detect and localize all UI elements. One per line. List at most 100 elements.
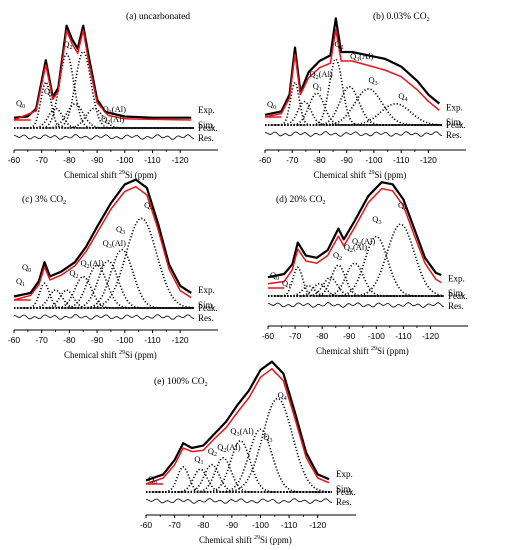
peak-q0 [268, 266, 444, 297]
peak-label-q4: Q4 [398, 200, 407, 212]
legend-exp: Exp. [446, 102, 463, 112]
x-tick-label: -80 [316, 331, 329, 341]
sim-spectrum [13, 185, 192, 301]
x-axis-label: Chemical shift 29Si (ppm) [64, 350, 157, 360]
x-tick-label: -90 [343, 331, 356, 341]
x-tick-label: -110 [281, 520, 298, 530]
exp-spectrum [13, 24, 192, 119]
peak-label-q2: Q2 [63, 39, 72, 51]
residual-line [267, 302, 445, 308]
x-axis-label: Chemical shift 29Si (ppm) [316, 346, 409, 356]
peak-label-q0: Q0 [267, 99, 276, 111]
x-tick-label: -70 [36, 155, 49, 165]
x-tick-label: -90 [226, 520, 239, 530]
panel-title: (a) uncarbonated [126, 11, 190, 22]
peak-label-q2al: Q2(Al) [309, 69, 332, 81]
exp-spectrum [264, 17, 441, 116]
legend-res: Res. [198, 133, 214, 143]
peak-label-q3: Q3 [368, 75, 377, 87]
peak-label-q2al: Q2(Al) [217, 442, 240, 454]
peak-label-q2: Q2 [333, 250, 342, 262]
x-tick-label: -120 [422, 331, 439, 341]
peak-q2 [14, 50, 194, 129]
peak-label-q3al: Q3(Al) [350, 51, 373, 63]
x-axis-label: Chemical shift 29Si (ppm) [199, 535, 292, 545]
x-tick-label: -60 [8, 155, 21, 165]
x-tick-label: -100 [252, 520, 269, 530]
peak-label-q2al: Q2(Al) [101, 114, 124, 126]
panel-title: (d) 20% CO2 [276, 194, 325, 206]
x-tick-label: -70 [289, 331, 302, 341]
peak-q2 [14, 275, 194, 309]
peak-label-q1: Q1 [313, 81, 322, 93]
nmr-panel-a: (a) uncarbonated Exp. Sim.Peak.Res. -60 -70 -… [8, 11, 218, 180]
x-tick-label: -120 [309, 520, 326, 530]
legend-peak: Peak. [446, 120, 466, 130]
legend-exp: Exp. [198, 285, 215, 295]
residual-line [264, 131, 443, 137]
peak-label-q2: Q2 [335, 39, 344, 51]
x-tick-label: -120 [172, 155, 189, 165]
exp-spectrum [267, 181, 442, 279]
legend-res: Res. [198, 313, 214, 323]
x-tick-label: -70 [36, 335, 49, 345]
peak-label-q2: Q2 [69, 268, 78, 280]
x-tick-label: -80 [313, 155, 326, 165]
legend-peak: Peak. [448, 291, 468, 301]
peak-q1 [268, 282, 444, 297]
x-tick-label: -100 [368, 331, 385, 341]
peak-label-q2al: Q2(Al) [80, 258, 103, 270]
peak-q2al [14, 264, 194, 309]
peak-label-q1: Q1 [16, 276, 25, 288]
peak-label-q3: Q3 [116, 224, 125, 236]
panel-title: (b) 0.03% CO2 [373, 11, 430, 23]
peak-q3al [14, 260, 194, 309]
x-tick-label: -100 [116, 155, 133, 165]
peak-q4 [265, 102, 442, 126]
peak-label-q4: Q4 [278, 390, 287, 402]
peak-label-q2: Q2 [208, 446, 217, 458]
x-tick-label: -60 [140, 520, 153, 530]
nmr-panel-d: (d) 20% CO2 Exp. Sim.Peak.Res. -60 -70 -80 -90… [262, 181, 468, 356]
peak-q3al [14, 107, 194, 129]
legend-res: Res. [446, 130, 462, 140]
nmr-panel-b: (b) 0.03% CO2 Exp. Sim.Peak.Res. -60 -70 -80 -… [259, 11, 466, 180]
peak-label-q3al: Q3(Al) [230, 426, 253, 438]
legend-peak: Peak. [336, 487, 356, 497]
nmr-panel-c: (c) 3% CO2 Exp. Sim.Peak.Res. -60 -70 -80 -90 -… [8, 178, 218, 360]
peak-q3 [265, 87, 442, 126]
x-tick-label: -90 [341, 155, 354, 165]
panel-title: (c) 3% CO2 [22, 194, 66, 206]
peak-q2 [268, 264, 444, 297]
legend-peak: Peak. [198, 303, 218, 313]
legend-sim: Sim. [198, 120, 215, 130]
residual-line [13, 134, 195, 140]
x-tick-label: -120 [420, 155, 437, 165]
legend-peak: Peak. [198, 123, 218, 133]
panel-title: (e) 100% CO2 [154, 376, 208, 388]
peak-label-q0: Q0 [22, 262, 31, 274]
legend-sim: Sim. [446, 117, 463, 127]
peak-label-q4: Q4 [398, 91, 407, 103]
residual-line [145, 498, 333, 504]
sim-spectrum [145, 368, 330, 485]
peak-label-q0: Q0 [148, 474, 157, 486]
x-tick-label: -60 [8, 335, 21, 345]
sim-spectrum [267, 187, 442, 285]
peak-q3al [268, 262, 444, 297]
peak-q4 [14, 217, 195, 309]
peak-q4 [146, 397, 333, 493]
exp-spectrum [13, 178, 192, 298]
exp-spectrum [145, 360, 330, 482]
x-tick-label: -60 [262, 331, 275, 341]
peak-label-q1: Q1 [282, 278, 291, 290]
peak-q1 [265, 100, 442, 126]
sim-spectrum [264, 28, 440, 118]
x-tick-label: -100 [116, 335, 133, 345]
residual-line [13, 314, 195, 320]
legend-exp: Exp. [448, 274, 465, 284]
sim-spectrum [13, 29, 192, 121]
x-tick-label: -90 [91, 335, 104, 345]
x-tick-label: -100 [365, 155, 382, 165]
